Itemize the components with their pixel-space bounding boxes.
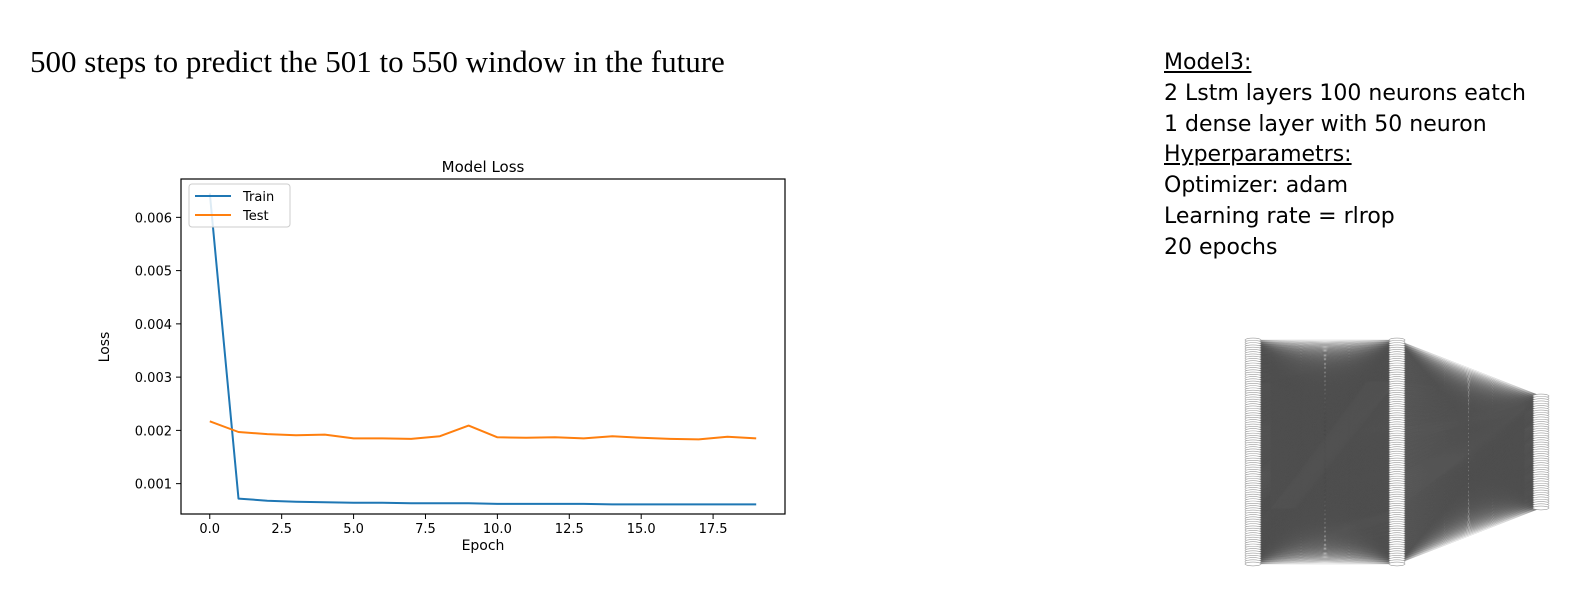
y-tick-label: 0.002 xyxy=(135,424,172,439)
x-tick-label: 0.0 xyxy=(199,522,220,537)
model-notes: Model3: 2 Lstm layers 100 neurons eatch … xyxy=(1164,48,1526,264)
network-neuron xyxy=(1388,561,1406,567)
x-tick-label: 10.0 xyxy=(483,522,512,537)
legend-box xyxy=(188,183,291,228)
y-axis-label: Loss xyxy=(97,332,113,363)
y-tick-label: 0.006 xyxy=(135,211,172,226)
network-connections-1 xyxy=(1252,339,1398,565)
loss-chart: Model Loss Epoch Loss 0.0 2.5 5.0 7.5 10.0 12… xyxy=(97,158,786,554)
series-line-test xyxy=(209,420,757,441)
hyper-line-epochs: 20 epochs xyxy=(1164,234,1278,260)
model-line-lstm: 2 Lstm layers 100 neurons eatch xyxy=(1164,80,1526,106)
network-neuron xyxy=(1532,505,1550,511)
y-tick-label: 0.005 xyxy=(135,265,172,280)
chart-title: Model Loss xyxy=(442,158,525,176)
y-tick-label: 0.004 xyxy=(135,318,172,333)
model-heading: Model3: xyxy=(1164,50,1252,75)
series-line-train xyxy=(208,193,757,506)
x-tick-label: 12.5 xyxy=(555,522,584,537)
network-neuron xyxy=(1244,561,1262,567)
x-tick-label: 2.5 xyxy=(271,522,292,537)
model-line-dense: 1 dense layer with 50 neuron xyxy=(1164,111,1487,137)
x-tick-label: 7.5 xyxy=(415,522,436,537)
plot-frame xyxy=(180,178,786,515)
hyper-line-learning-rate: Learning rate = rlrop xyxy=(1164,203,1395,229)
hyper-line-optimizer: Optimizer: adam xyxy=(1164,173,1349,199)
legend-label-train: Train xyxy=(242,190,274,205)
x-tick-label: 15.0 xyxy=(627,522,656,537)
network-diagram xyxy=(1244,337,1550,567)
x-tick-label: 17.5 xyxy=(699,522,728,537)
y-tick-label: 0.001 xyxy=(135,478,172,493)
slide-title: 500 steps to predict the 501 to 550 wind… xyxy=(30,44,725,79)
y-tick-label: 0.003 xyxy=(135,371,172,386)
hyperparameters-heading: Hyperparametrs: xyxy=(1164,142,1352,168)
legend-label-test: Test xyxy=(242,209,269,224)
x-axis-label: Epoch xyxy=(462,538,505,554)
x-tick-label: 5.0 xyxy=(343,522,364,537)
network-connections-2 xyxy=(1396,339,1542,565)
